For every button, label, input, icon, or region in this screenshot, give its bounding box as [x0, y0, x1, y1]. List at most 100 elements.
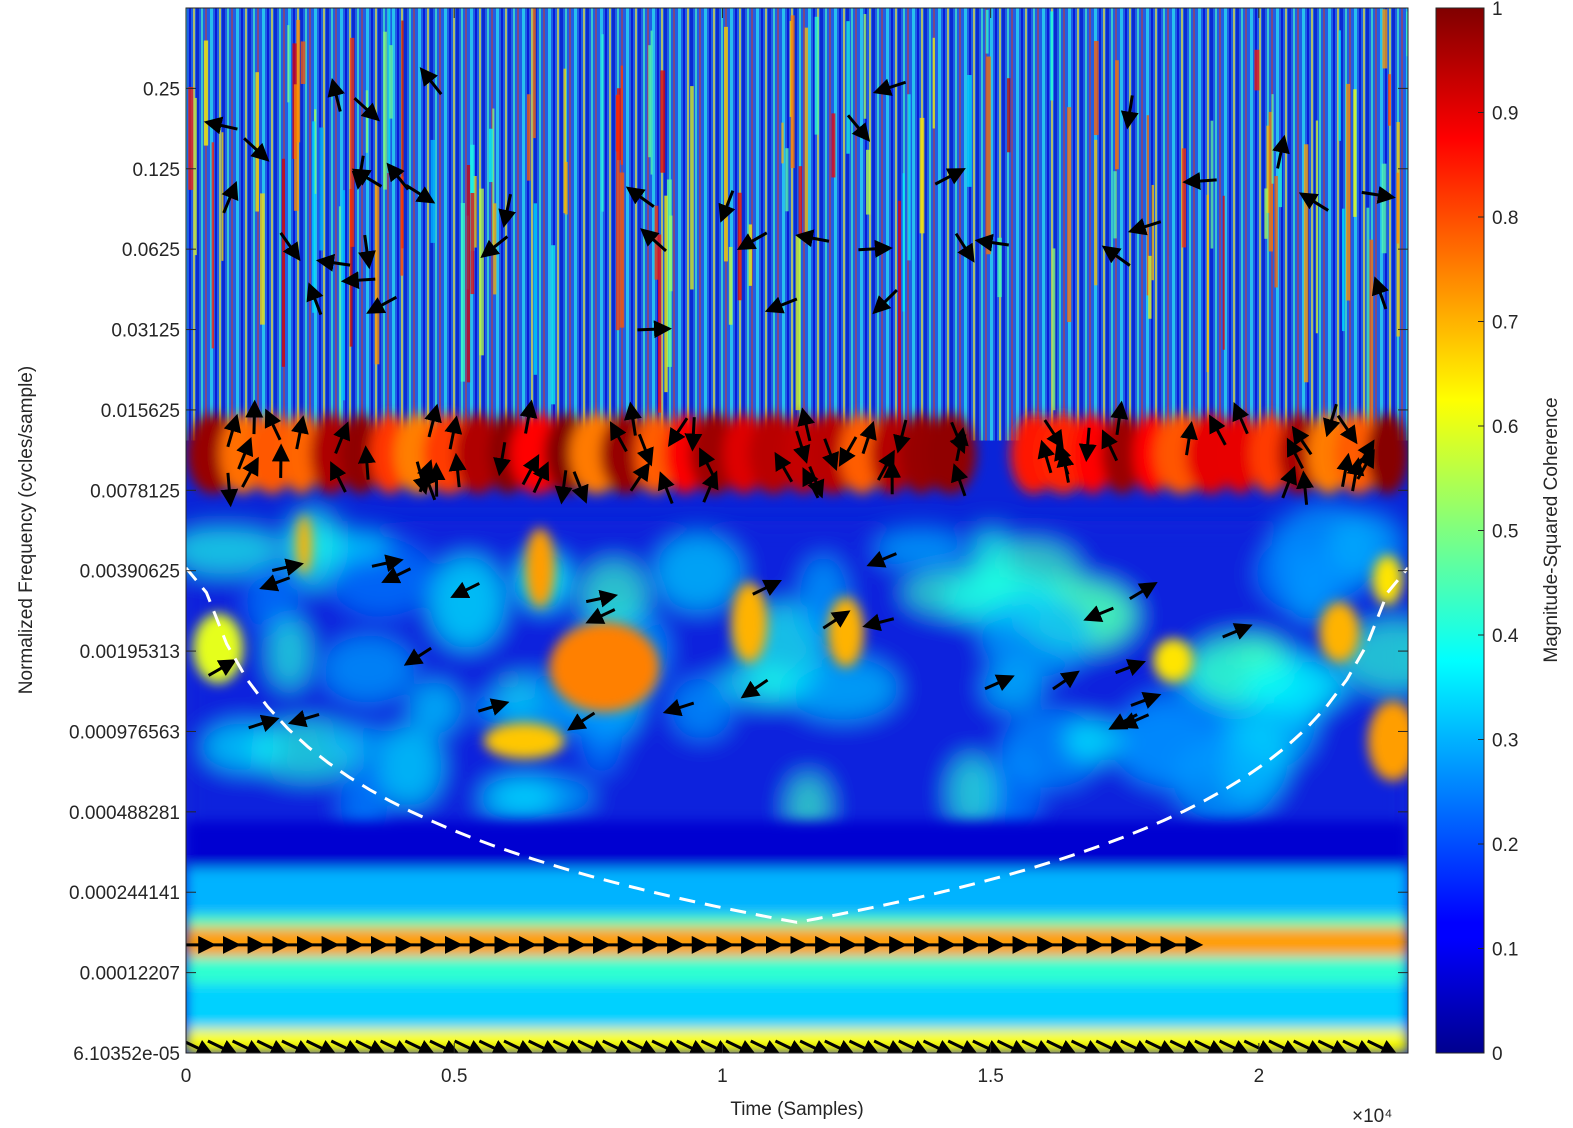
noise-streak: [260, 193, 265, 325]
cone-of-influence: [186, 566, 1408, 924]
phase-arrow: [676, 1039, 708, 1053]
phase-arrow: [838, 436, 858, 467]
phase-arrow: [1182, 172, 1217, 191]
x-tick-label: 1.5: [977, 1066, 1003, 1087]
noise-streak: [293, 84, 299, 211]
noise-streak: [1050, 11, 1054, 101]
noise-streak: [492, 108, 495, 251]
coherence-blob: [924, 413, 977, 494]
low-band: [186, 868, 1408, 916]
noise-streak: [1278, 150, 1283, 208]
phase-arrow: [1037, 439, 1055, 474]
phase-arrow: [403, 646, 432, 666]
phase-arrow: [241, 456, 259, 488]
phase-arrow: [186, 1040, 215, 1053]
phase-arrow: [353, 97, 380, 122]
phase-arrow: [922, 1039, 955, 1053]
phase-arrow: [947, 1039, 980, 1053]
noise-streak: [319, 127, 324, 251]
x-tick-label: 2: [1254, 1066, 1265, 1087]
noise-streak: [1206, 194, 1209, 373]
phase-arrow: [954, 232, 975, 263]
phase-arrow: [774, 451, 794, 483]
phase-arrow: [340, 271, 376, 290]
noise-streak: [660, 70, 666, 173]
phase-arrow: [736, 231, 768, 250]
y-tick-label: 0.00012207: [80, 964, 180, 985]
phase-arrow: [480, 235, 509, 258]
phase-arrow: [662, 698, 695, 717]
phase-arrow: [493, 441, 511, 477]
y-tick-label: 6.10352e-05: [73, 1044, 180, 1065]
mid-blob: [671, 677, 733, 739]
noise-streak: [1210, 120, 1214, 249]
noise-streak: [748, 224, 752, 286]
noise-streak: [526, 94, 531, 181]
noise-streak: [1115, 60, 1119, 170]
phase-arrow: [795, 229, 830, 248]
phase-arrow: [822, 610, 851, 630]
coherence-blob: [247, 413, 296, 494]
phase-arrow: [1361, 186, 1396, 204]
phase-arrow: [1120, 1039, 1152, 1053]
noise-streak: [781, 122, 784, 164]
noise-streak: [300, 41, 306, 84]
noise-streak: [1268, 111, 1273, 252]
coherence-blob: [1366, 413, 1408, 494]
colorbar-tick-label: 0.7: [1492, 313, 1518, 334]
noise-streak: [211, 142, 215, 349]
phase-arrows: [186, 67, 1399, 1053]
phase-arrow: [699, 447, 716, 479]
phase-arrow: [1280, 465, 1298, 499]
phase-arrow: [1054, 441, 1072, 475]
colorbar-tick-label: 0.4: [1492, 626, 1519, 647]
phase-arrow: [866, 550, 897, 568]
phase-arrow: [893, 419, 911, 454]
coherence-blob: [549, 622, 660, 713]
noise-streak: [563, 68, 567, 214]
noise-streak: [601, 34, 604, 212]
phase-arrow: [1052, 670, 1080, 691]
phase-arrow: [419, 67, 443, 96]
noise-streak: [349, 37, 355, 247]
phase-arrow: [1218, 1039, 1251, 1053]
phase-arrow: [1180, 421, 1198, 456]
phase-arrow: [236, 437, 254, 470]
noise-streak: [1345, 83, 1351, 301]
phase-arrow: [725, 1039, 758, 1053]
phase-arrow: [951, 426, 969, 462]
noise-streak: [479, 188, 484, 356]
coherence-blob: [1372, 555, 1403, 606]
phase-arrow: [330, 1039, 363, 1053]
phase-arrow: [1070, 1039, 1103, 1053]
phase-arrow: [571, 471, 589, 504]
noise-streak: [986, 56, 991, 255]
noise-streak: [728, 246, 733, 325]
noise-streak: [281, 158, 286, 367]
x-tick-label: 1: [717, 1066, 728, 1087]
phase-arrow: [626, 1039, 659, 1053]
coherence-blob: [525, 527, 556, 608]
coherence-blob: [1221, 413, 1259, 494]
phase-arrow: [822, 438, 839, 472]
mid-blob: [1064, 720, 1123, 761]
phase-arrow: [625, 186, 655, 208]
noise-streak: [389, 45, 393, 119]
phase-arrow: [1346, 457, 1365, 492]
phase-arrow: [602, 1039, 634, 1053]
phase-arrow: [405, 183, 436, 204]
phase-arrow: [279, 232, 301, 262]
x-axis-exponent: ×10⁴: [1352, 1106, 1392, 1127]
phase-arrow: [640, 228, 668, 252]
noise-streak: [1266, 125, 1270, 213]
noise-streak: [255, 72, 259, 212]
phase-arrow: [764, 296, 798, 314]
noise-streak: [831, 113, 836, 178]
colorbar-tick-label: 0.1: [1492, 940, 1518, 961]
y-tick-label: 0.000488281: [69, 803, 180, 824]
phase-arrow: [1342, 1039, 1375, 1053]
noise-streak: [365, 90, 369, 153]
phase-arrow: [718, 190, 736, 223]
noise-streak: [804, 27, 809, 244]
phase-arrow: [281, 1039, 313, 1053]
